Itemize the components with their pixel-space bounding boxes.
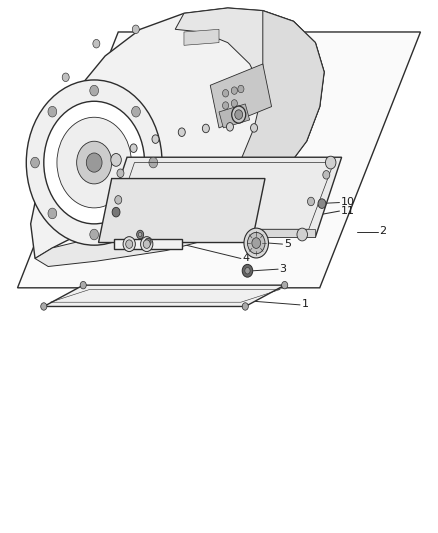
Polygon shape [175,8,324,141]
Circle shape [131,208,140,219]
Circle shape [223,90,229,97]
Circle shape [31,157,39,168]
Polygon shape [35,192,285,266]
Polygon shape [18,32,420,288]
Circle shape [149,157,158,168]
Text: 12: 12 [266,110,280,119]
Circle shape [223,102,229,109]
Polygon shape [99,179,265,243]
Circle shape [231,100,237,107]
Circle shape [86,153,102,172]
Circle shape [242,303,248,310]
Text: 1: 1 [301,300,308,309]
Circle shape [57,117,131,208]
Polygon shape [101,229,315,237]
Circle shape [132,25,139,34]
Circle shape [131,107,140,117]
Circle shape [126,240,133,248]
Circle shape [137,230,144,239]
Circle shape [297,228,307,241]
Circle shape [93,39,100,48]
Circle shape [26,80,162,245]
Circle shape [252,238,261,248]
Circle shape [123,237,135,252]
Text: 3: 3 [279,264,286,273]
Circle shape [247,232,265,254]
Circle shape [41,303,47,310]
Circle shape [145,238,151,246]
Circle shape [202,124,209,133]
Text: 7: 7 [123,230,130,239]
Circle shape [282,281,288,289]
Circle shape [104,225,115,238]
Circle shape [112,207,120,217]
Circle shape [238,85,244,93]
Polygon shape [101,157,342,237]
Text: 6: 6 [131,237,138,247]
Circle shape [307,197,314,206]
Text: 11: 11 [341,206,355,215]
Text: 4: 4 [242,253,249,263]
Circle shape [138,232,142,237]
Text: 5: 5 [284,239,291,248]
Circle shape [77,141,112,184]
Circle shape [251,124,258,132]
Circle shape [44,101,145,224]
Circle shape [141,237,153,252]
Circle shape [90,229,99,240]
Circle shape [323,171,330,179]
Circle shape [152,135,159,143]
Circle shape [235,110,243,119]
Circle shape [80,281,86,289]
Polygon shape [44,285,285,306]
Circle shape [245,268,250,274]
Circle shape [62,73,69,82]
Polygon shape [184,29,219,45]
Circle shape [318,199,326,208]
Polygon shape [219,104,250,128]
Circle shape [226,123,233,131]
Polygon shape [241,11,324,195]
FancyBboxPatch shape [108,214,115,226]
FancyBboxPatch shape [201,192,226,204]
Circle shape [231,87,237,94]
Circle shape [117,169,124,177]
Circle shape [242,264,253,277]
Circle shape [244,228,268,258]
Circle shape [130,144,137,152]
Circle shape [115,196,122,204]
Text: 2: 2 [379,227,386,236]
Text: 9: 9 [98,207,105,217]
Text: 8: 8 [97,215,104,224]
Circle shape [111,154,121,166]
Circle shape [232,106,246,123]
Polygon shape [31,8,324,259]
Circle shape [48,107,57,117]
Polygon shape [210,64,272,128]
Circle shape [90,85,99,96]
Circle shape [143,240,150,248]
Circle shape [178,128,185,136]
Circle shape [48,208,57,219]
Polygon shape [114,239,182,249]
FancyBboxPatch shape [234,191,254,203]
Circle shape [163,220,170,228]
Text: 10: 10 [341,197,355,207]
Circle shape [237,196,244,204]
Circle shape [325,156,336,169]
